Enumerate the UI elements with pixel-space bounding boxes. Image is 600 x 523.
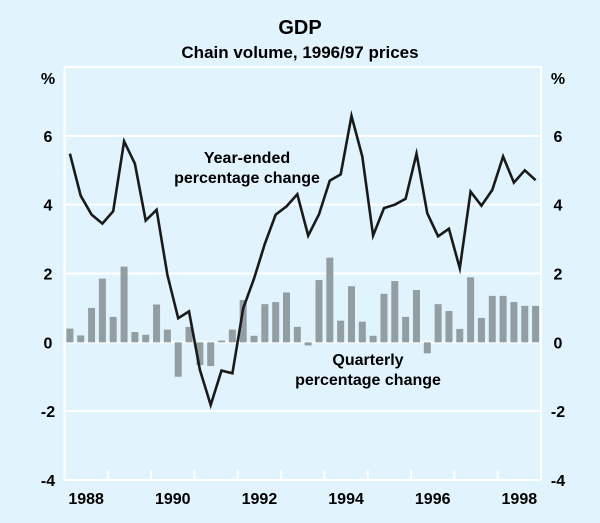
bar-quarter-33 [412, 290, 420, 343]
bar-quarter-40 [488, 295, 496, 343]
bar-quarter-6 [120, 266, 128, 343]
bar-quarter-22 [293, 326, 301, 343]
bar-quarter-27 [347, 286, 355, 343]
bar-quarter-18 [250, 335, 258, 343]
bar-quarter-3 [88, 307, 96, 343]
y-tick-left-2: 2 [44, 267, 53, 284]
y-tick-right-4: 4 [554, 198, 563, 215]
bar-quarter-15 [218, 340, 226, 343]
annotation-quarterly-line2: percentage change [295, 372, 441, 389]
bar-quarter-24 [315, 280, 323, 343]
bar-quarter-38 [467, 277, 475, 343]
annotation-quarterly-line1: Quarterly [332, 352, 403, 369]
bar-quarter-9 [153, 304, 161, 343]
bar-quarter-19 [261, 304, 269, 343]
y-tick-left-0: 0 [44, 335, 53, 352]
bar-quarter-42 [510, 302, 518, 343]
y-axis-unit-left: % [41, 71, 55, 88]
x-tick-1990: 1990 [155, 491, 191, 508]
bar-quarter-1 [66, 328, 74, 343]
bar-quarter-34 [423, 342, 431, 354]
bar-quarter-13 [196, 342, 204, 366]
bar-quarter-36 [445, 311, 453, 343]
bar-quarter-35 [434, 304, 442, 343]
y-tick-right--4: -4 [551, 473, 565, 490]
bar-quarter-17 [239, 300, 247, 343]
x-tick-labels: 1988 1990 1992 1994 1996 1998 [68, 491, 537, 508]
bar-quarter-41 [499, 295, 507, 343]
bar-quarter-29 [369, 335, 377, 343]
bar-quarter-32 [402, 316, 410, 343]
bar-quarter-20 [272, 302, 280, 343]
year-ended-line-group [68, 109, 537, 410]
x-tick-1998: 1998 [502, 491, 538, 508]
bar-quarter-21 [283, 292, 291, 343]
bar-quarter-4 [98, 278, 106, 343]
bar-quarter-26 [337, 320, 345, 343]
x-tick-1994: 1994 [328, 491, 364, 508]
x-tick-1988: 1988 [68, 491, 104, 508]
x-tick-1992: 1992 [242, 491, 278, 508]
bar-quarter-14 [207, 342, 215, 367]
y-tick-right--2: -2 [551, 404, 565, 421]
bar-quarter-11 [174, 342, 182, 377]
y-tick-right-0: 0 [554, 335, 563, 352]
y-axis-unit-right: % [551, 71, 565, 88]
y-tick-labels: -4 -4 -2 -2 0 0 2 2 4 4 6 6 [41, 129, 565, 490]
bar-quarter-43 [521, 305, 529, 343]
y-tick-left-4: 4 [44, 198, 53, 215]
bar-quarter-39 [477, 317, 485, 343]
bar-quarter-23 [304, 342, 312, 346]
bar-quarter-10 [163, 329, 171, 343]
bar-quarter-25 [326, 257, 334, 343]
chart-title: GDP [278, 17, 321, 39]
y-tick-left--2: -2 [41, 404, 55, 421]
y-tick-left-6: 6 [44, 129, 53, 146]
bar-quarter-5 [109, 316, 117, 343]
year-ended-line [68, 109, 537, 410]
annotation-year-ended-line2: percentage change [174, 170, 320, 187]
chart-subtitle: Chain volume, 1996/97 prices [181, 43, 418, 62]
bar-quarter-12 [185, 326, 193, 343]
y-tick-right-6: 6 [554, 129, 563, 146]
x-tick-1996: 1996 [415, 491, 451, 508]
y-tick-right-2: 2 [554, 267, 563, 284]
bar-quarter-30 [380, 293, 388, 343]
bar-quarter-28 [358, 321, 366, 343]
quarterly-bars [66, 257, 540, 377]
plot-frame [63, 66, 542, 481]
annotation-year-ended-line1: Year-ended [204, 150, 290, 167]
bar-quarter-16 [228, 329, 236, 343]
bar-quarter-44 [532, 305, 540, 343]
y-tick-left--4: -4 [41, 473, 55, 490]
bar-quarter-31 [391, 281, 399, 343]
bar-quarter-7 [131, 332, 139, 343]
bar-quarter-8 [142, 334, 150, 343]
bar-quarter-37 [456, 328, 464, 343]
bar-quarter-2 [77, 335, 85, 343]
